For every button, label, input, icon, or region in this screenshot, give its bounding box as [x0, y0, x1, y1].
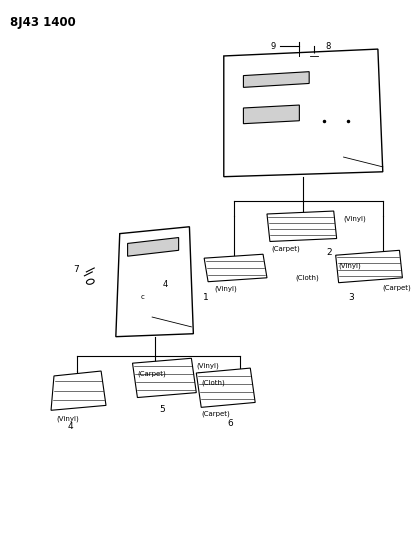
Text: (Carpet): (Carpet): [201, 410, 230, 417]
Polygon shape: [336, 251, 402, 282]
Text: (Carpet): (Carpet): [383, 285, 411, 291]
Text: 7: 7: [74, 265, 79, 274]
Text: 2: 2: [326, 248, 332, 257]
Polygon shape: [196, 368, 255, 407]
Text: (Cloth): (Cloth): [201, 380, 225, 386]
Text: 4: 4: [162, 280, 168, 289]
Polygon shape: [116, 227, 193, 337]
Text: 4: 4: [68, 422, 74, 431]
Circle shape: [308, 54, 320, 66]
Polygon shape: [243, 105, 300, 124]
Text: (Carpet): (Carpet): [271, 245, 300, 252]
Text: (Vinyl): (Vinyl): [214, 286, 237, 292]
Text: 1: 1: [203, 293, 209, 302]
Polygon shape: [243, 71, 309, 87]
Polygon shape: [204, 254, 267, 282]
Polygon shape: [128, 238, 178, 256]
Text: 8: 8: [326, 42, 331, 51]
Text: 9: 9: [270, 42, 276, 51]
Polygon shape: [267, 211, 337, 241]
Text: 8J43 1400: 8J43 1400: [10, 16, 76, 29]
Text: (Cloth): (Cloth): [295, 274, 319, 281]
Text: (Vinyl): (Vinyl): [196, 372, 219, 378]
Text: (Vinyl): (Vinyl): [196, 363, 219, 369]
Polygon shape: [133, 358, 196, 398]
Polygon shape: [51, 371, 106, 410]
Polygon shape: [224, 49, 383, 177]
Text: (Vinyl): (Vinyl): [56, 415, 79, 422]
Text: (Carpet): (Carpet): [137, 370, 166, 376]
Ellipse shape: [87, 279, 94, 284]
Text: (Vinyl): (Vinyl): [344, 216, 366, 222]
Text: 6: 6: [228, 419, 233, 428]
Text: 3: 3: [349, 293, 354, 302]
Text: c: c: [140, 294, 144, 301]
Text: 5: 5: [159, 406, 165, 414]
Text: (Vinyl): (Vinyl): [339, 262, 362, 269]
